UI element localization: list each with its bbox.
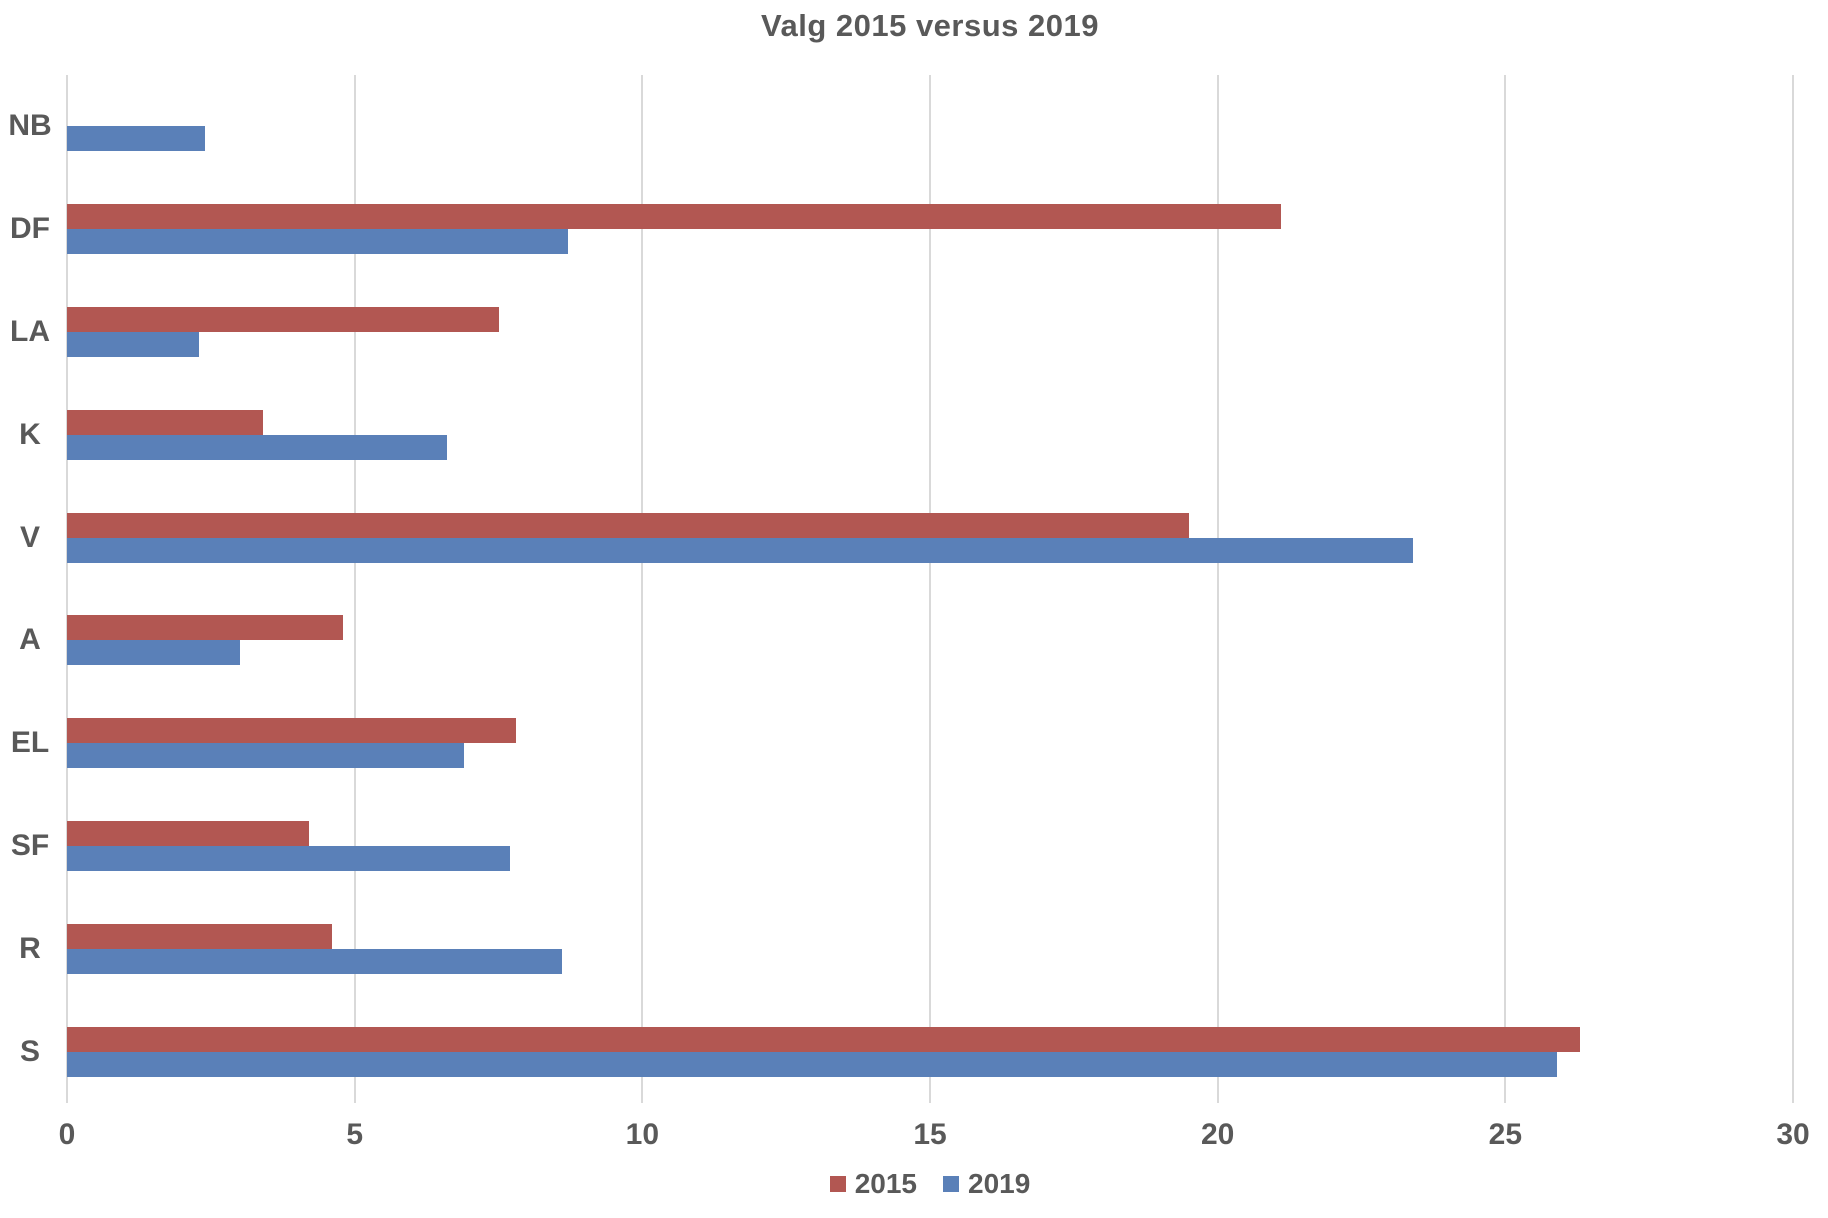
category-label-EL: EL	[10, 726, 50, 760]
bar-2019-R	[67, 948, 562, 974]
gridline-10	[641, 75, 644, 1103]
category-label-K: K	[19, 417, 41, 451]
bar-2019-K	[67, 434, 447, 460]
x-tick-label-30: 30	[1776, 1118, 1810, 1151]
bar-2015-A	[67, 615, 344, 641]
category-row-DF	[67, 178, 1793, 281]
x-tick-label-20: 20	[1200, 1118, 1235, 1151]
bar-2015-S	[67, 1026, 1581, 1052]
legend-label-2019: 2019	[968, 1168, 1031, 1199]
category-label-S: S	[19, 1034, 40, 1068]
bar-2015-R	[67, 923, 332, 949]
x-tick-label-15: 15	[913, 1118, 947, 1151]
bar-2015-V	[67, 512, 1189, 538]
bar-2019-A	[67, 640, 240, 666]
gridline-0	[66, 75, 68, 1103]
bar-2015-K	[67, 409, 263, 435]
gridline-25	[1504, 75, 1507, 1103]
bar-2019-NB	[67, 126, 206, 152]
chart-title: Valg 2015 versus 2019	[761, 8, 1099, 43]
category-row-SF	[67, 795, 1793, 898]
gridline-15	[929, 75, 931, 1103]
category-label-V: V	[19, 520, 40, 554]
legend: 2015 2019	[67, 1162, 1793, 1206]
bar-2015-LA	[67, 306, 499, 332]
category-row-V	[67, 486, 1793, 589]
x-tick-label-10: 10	[625, 1118, 660, 1151]
legend-label-2015: 2015	[854, 1168, 917, 1199]
category-label-R: R	[19, 931, 41, 965]
bar-2015-SF	[67, 820, 309, 846]
category-row-EL	[67, 692, 1793, 795]
legend-swatch-2019	[943, 1176, 959, 1192]
gridline-30	[1792, 75, 1794, 1103]
category-label-SF: SF	[10, 828, 50, 862]
category-label-LA: LA	[10, 314, 50, 348]
x-tick-label-5: 5	[346, 1118, 363, 1151]
x-tick-label-25: 25	[1488, 1118, 1523, 1151]
x-axis-labels: 0 5 10 15 20 25 30	[59, 1117, 1810, 1157]
plot-area	[66, 75, 1794, 1103]
y-axis-labels: NB DF LA K V A EL SF R S	[0, 75, 60, 1103]
bar-2015-DF	[67, 204, 1281, 230]
bar-2015-EL	[67, 718, 516, 744]
category-label-DF: DF	[10, 212, 50, 246]
bar-2019-S	[67, 1051, 1558, 1077]
legend-swatch-2015	[829, 1176, 846, 1192]
bar-2019-DF	[67, 229, 568, 255]
category-row-K	[67, 383, 1793, 486]
category-label-A: A	[19, 623, 41, 657]
x-tick-label-0: 0	[58, 1118, 76, 1151]
bar-2019-LA	[67, 331, 200, 357]
bar-2019-SF	[67, 845, 510, 871]
gridline-20	[1216, 75, 1219, 1103]
bar-2019-EL	[67, 743, 464, 769]
category-row-NB	[67, 75, 1793, 178]
category-row-A	[67, 589, 1793, 692]
bar-2019-V	[67, 537, 1414, 563]
category-row-LA	[67, 281, 1793, 384]
gridline-5	[353, 75, 356, 1103]
category-row-R	[67, 897, 1793, 1000]
legend-item-2019: 2019	[943, 1170, 1030, 1198]
legend-item-2015: 2015	[829, 1168, 917, 1199]
category-row-S	[67, 1000, 1793, 1103]
category-label-NB: NB	[8, 109, 52, 143]
